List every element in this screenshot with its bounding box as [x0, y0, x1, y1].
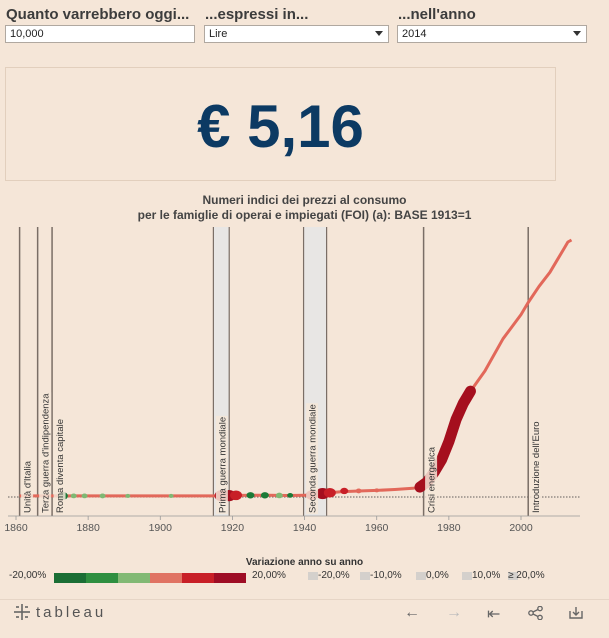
variation-marker[interactable] [81, 493, 88, 499]
event-label-bg [306, 403, 319, 514]
variation-marker[interactable] [125, 493, 131, 498]
event-label-bg [215, 415, 228, 514]
legend-title: Variazione anno su anno [245, 557, 364, 568]
x-tick-label: 2000 [509, 522, 533, 534]
x-tick-label: 1980 [437, 522, 461, 534]
size-legend-item: -20,0% [318, 570, 350, 581]
tableau-toolbar [0, 599, 609, 638]
legend-color-step [150, 573, 182, 583]
variation-marker[interactable] [275, 492, 283, 499]
variation-marker[interactable] [355, 488, 362, 494]
variation-marker[interactable] [70, 493, 77, 499]
currency-select-value: Lire [209, 28, 228, 40]
year-select-value: 2014 [402, 28, 427, 40]
size-legend-swatch [508, 572, 518, 580]
variation-marker[interactable] [99, 493, 106, 499]
share-icon[interactable] [528, 606, 544, 620]
legend-color-step [182, 573, 214, 583]
variation-marker[interactable] [323, 487, 336, 498]
x-tick-label: 1940 [293, 522, 317, 534]
variation-marker[interactable] [374, 488, 380, 493]
x-tick-label: 1860 [4, 522, 28, 534]
chevron-down-icon [573, 31, 581, 36]
event-label: Introduzione dell'Euro [531, 421, 542, 513]
result-value: € 5,16 [197, 93, 364, 160]
x-tick-label: 1900 [149, 522, 173, 534]
size-legend-swatch [462, 572, 472, 580]
size-legend-item: 10,0% [472, 570, 501, 581]
price-index-chart[interactable]: Unità d'Italia Terza guerra d'indipendenz… [0, 225, 609, 545]
variation-marker[interactable] [230, 490, 243, 501]
event-label: Seconda guerra mondiale [308, 404, 319, 513]
x-tick-label: 1960 [365, 522, 389, 534]
download-icon[interactable] [568, 605, 584, 621]
event-label: Unità d'Italia [23, 460, 34, 513]
currency-select[interactable]: Lire [204, 25, 389, 43]
event-label-bg [39, 392, 52, 514]
year-select[interactable]: 2014 [397, 25, 587, 43]
event-label: Crisi energetica [427, 446, 438, 513]
chart-title-line2: per le famiglie di operai e impiegati (F… [137, 208, 472, 222]
event-label: Prima guerra mondiale [217, 417, 228, 513]
size-legend-item: -10,0% [370, 570, 402, 581]
color-legend [54, 573, 246, 583]
legend-color-step [118, 573, 150, 583]
legend-color-step [54, 573, 86, 583]
legend-min-label: -20,00% [9, 570, 47, 581]
tableau-logo-text: tableau [36, 604, 107, 621]
variation-marker[interactable] [246, 492, 255, 499]
event-label: Terza guerra d'indipendenza [41, 393, 52, 513]
legend-color-step [86, 573, 118, 583]
event-label-bg [529, 420, 542, 514]
event-label-bg [21, 460, 34, 514]
year-label: ...nell'anno [398, 6, 476, 23]
redo-icon[interactable]: → [446, 604, 462, 621]
currency-label: ...espressi in... [205, 6, 309, 23]
amount-label: Quanto varrebbero oggi... [6, 6, 190, 23]
variation-marker[interactable] [168, 493, 174, 498]
x-tick-label: 1880 [76, 522, 100, 534]
size-legend-swatch [360, 572, 370, 580]
chart-title-line1: Numeri indici dei prezzi al consumo [202, 193, 407, 207]
result-panel: € 5,16 [5, 67, 556, 181]
size-legend-swatch [416, 572, 426, 580]
undo-icon[interactable]: ← [404, 604, 420, 621]
series-line[interactable] [19, 238, 573, 498]
legend-max-label: 20,00% [252, 570, 286, 581]
revert-icon[interactable]: ⇤ [487, 606, 501, 623]
tableau-logo-icon [14, 604, 30, 620]
event-label: Roma diventa capitale [55, 419, 66, 513]
size-legend-swatch [308, 572, 318, 580]
event-label-bg [53, 418, 66, 514]
variation-marker[interactable] [260, 492, 269, 499]
size-legend-item: ≥ 20,0% [508, 570, 545, 581]
size-legend-item: 0,0% [426, 570, 449, 581]
legend-color-step [214, 573, 246, 583]
x-tick-label: 1920 [221, 522, 245, 534]
event-label-bg [425, 446, 438, 514]
amount-input[interactable]: 10,000 [5, 25, 195, 43]
variation-marker[interactable] [340, 487, 349, 495]
chevron-down-icon [375, 31, 383, 36]
variation-marker[interactable] [287, 492, 294, 498]
